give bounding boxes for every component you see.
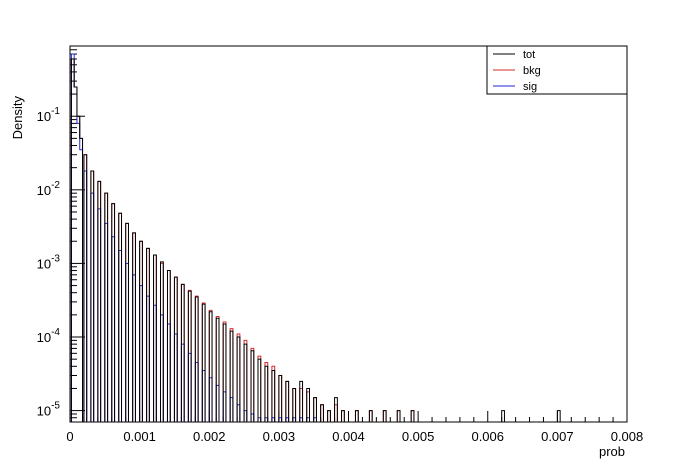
- legend-label-tot: tot: [523, 49, 535, 61]
- x-tick-label: 0.002: [193, 429, 226, 444]
- y-tick-mantissa: 10: [37, 256, 51, 271]
- y-axis-title: Density: [10, 96, 25, 140]
- y-tick-label: 10-3: [37, 253, 61, 271]
- y-tick-mantissa: 10: [37, 330, 51, 345]
- x-tick-label: 0.006: [471, 429, 504, 444]
- legend-label-bkg: bkg: [523, 65, 541, 77]
- y-tick-mantissa: 10: [37, 404, 51, 419]
- x-tick-label: 0.003: [263, 429, 296, 444]
- y-tick-exponent: -4: [51, 327, 60, 338]
- y-tick-exponent: -5: [51, 401, 60, 412]
- x-tick-label: 0.007: [541, 429, 574, 444]
- y-tick-exponent: -1: [51, 106, 60, 117]
- series-bkg-line: [70, 58, 415, 422]
- y-tick-exponent: -2: [51, 180, 60, 191]
- series-sig-line: [70, 53, 317, 422]
- x-tick-label: 0: [66, 429, 73, 444]
- x-tick-label: 0.008: [611, 429, 644, 444]
- y-tick-label: 10-5: [37, 401, 61, 419]
- x-tick-label: 0.004: [332, 429, 365, 444]
- x-tick-label: 0.005: [402, 429, 435, 444]
- y-tick-label: 10-1: [37, 106, 61, 124]
- y-tick-exponent: -3: [51, 253, 60, 264]
- x-tick-label: 0.001: [123, 429, 156, 444]
- y-tick-label: 10-4: [37, 327, 61, 345]
- legend-label-sig: sig: [523, 81, 537, 93]
- x-axis-title: prob: [599, 444, 625, 459]
- y-tick-label: 10-2: [37, 180, 61, 198]
- y-tick-mantissa: 10: [37, 183, 51, 198]
- y-tick-mantissa: 10: [37, 109, 51, 124]
- series-tot-line: [70, 58, 561, 422]
